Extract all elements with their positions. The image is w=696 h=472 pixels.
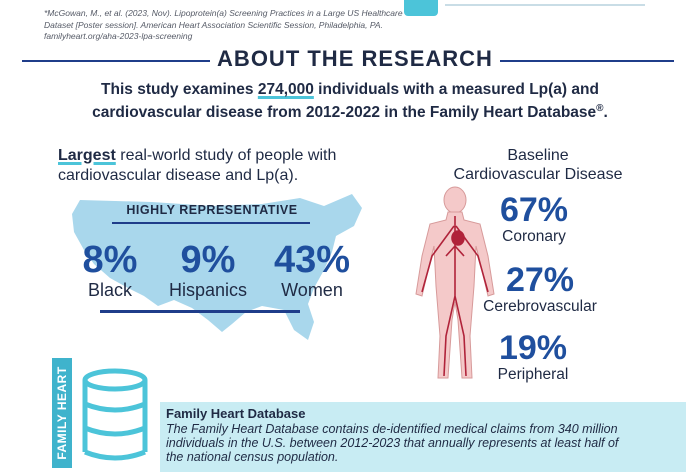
vertical-label-text: FAMILY HEART bbox=[55, 366, 69, 460]
citation-line: *McGowan, M., et al. (2023, Nov). Lipopr… bbox=[44, 8, 403, 18]
title-rule-left bbox=[22, 60, 210, 62]
intro-after: individuals with a measured Lp(a) and bbox=[313, 81, 599, 98]
cvd-label: Cerebrovascular bbox=[483, 298, 597, 315]
citation-link[interactable]: familyheart.org/aha-2023-lpa-screening bbox=[44, 31, 193, 41]
intro-before: This study examines bbox=[101, 81, 258, 98]
highly-representative-label: HIGHLY REPRESENTATIVE bbox=[126, 203, 298, 217]
largest-rest: real-world study of people with bbox=[115, 147, 337, 164]
database-icon bbox=[82, 368, 148, 461]
registered-mark: ® bbox=[596, 103, 604, 114]
cvd-label: Coronary bbox=[502, 228, 566, 245]
us-map-icon bbox=[72, 194, 362, 340]
citation: *McGowan, M., et al. (2023, Nov). Lipopr… bbox=[44, 8, 404, 43]
family-heart-vertical-label: FAMILY HEART bbox=[52, 358, 72, 468]
cvd-value: 67% bbox=[499, 191, 569, 229]
stat-label: Black bbox=[87, 280, 132, 300]
stat-value: 43% bbox=[273, 239, 351, 281]
stats-rule bbox=[100, 310, 300, 313]
stat-black: 8% Black bbox=[70, 240, 150, 300]
stat-women: 43% Women bbox=[262, 240, 362, 300]
intro-end: . bbox=[603, 104, 608, 122]
cvd-cerebrovascular: 27% Cerebrovascular bbox=[470, 262, 610, 316]
human-body-icon bbox=[415, 186, 495, 379]
stat-value: 9% bbox=[180, 239, 236, 281]
cvd-peripheral: 19% Peripheral bbox=[488, 330, 578, 384]
title-rule-right bbox=[500, 60, 674, 62]
intro-line2: cardiovascular disease from 2012-2022 in… bbox=[92, 104, 597, 122]
intro-text: This study examines 274,000 individuals … bbox=[60, 80, 640, 122]
header-divider bbox=[445, 4, 645, 6]
baseline-title-line2: Cardiovascular Disease bbox=[453, 166, 623, 183]
baseline-title-line1: Baseline bbox=[507, 147, 569, 164]
stat-hispanics: 9% Hispanics bbox=[156, 240, 260, 300]
representative-rule bbox=[112, 222, 310, 224]
section-title: ABOUT THE RESEARCH bbox=[217, 46, 493, 71]
cvd-value: 19% bbox=[498, 329, 568, 367]
citation-line: Dataset [Poster session]. American Heart… bbox=[44, 19, 383, 30]
cvd-label: Peripheral bbox=[497, 366, 569, 383]
largest-line2: cardiovascular disease and Lp(a). bbox=[58, 167, 299, 184]
stat-label: Women bbox=[281, 280, 343, 300]
stat-value: 8% bbox=[82, 239, 138, 281]
database-title: Family Heart Database bbox=[166, 406, 306, 421]
intro-count: 274,000 bbox=[257, 81, 314, 98]
section-header: ABOUT THE RESEARCH bbox=[22, 46, 674, 76]
cvd-value: 27% bbox=[505, 261, 575, 299]
database-description: The Family Heart Database contains de-id… bbox=[166, 422, 619, 464]
database-panel bbox=[160, 402, 686, 472]
largest-study-text: Largest real-world study of people with … bbox=[58, 146, 398, 186]
stat-label: Hispanics bbox=[168, 280, 248, 300]
baseline-title: Baseline Cardiovascular Disease bbox=[438, 146, 638, 184]
cvd-coronary: 67% Coronary bbox=[486, 192, 582, 246]
largest-word: Largest bbox=[58, 147, 116, 164]
header-accent bbox=[404, 0, 438, 16]
